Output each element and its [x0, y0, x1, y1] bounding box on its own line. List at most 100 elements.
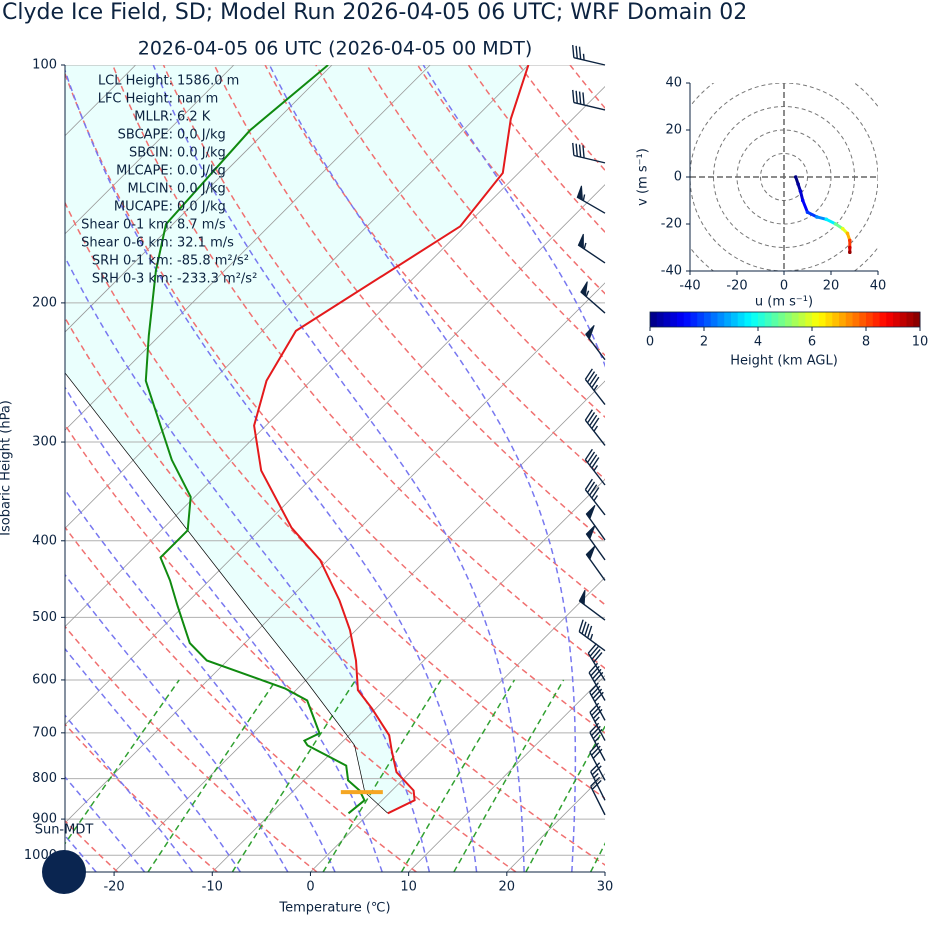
- colorbar-cell: [832, 312, 840, 327]
- isotherm: [65, 65, 431, 431]
- wind-barb: [584, 448, 606, 486]
- hodograph-point: [815, 215, 819, 219]
- colorbar-cell: [818, 312, 826, 327]
- barb-staff: [584, 368, 606, 406]
- colorbar-cell: [886, 312, 894, 327]
- barb-staff: [572, 142, 606, 164]
- hodograph-y-tick-label: -20: [661, 217, 682, 232]
- wind-barb: [578, 589, 606, 621]
- hodograph-overlay: -40 -20 0 20 40 -40 -20 0 20 40 0 2 4 6 8 10: [646, 76, 928, 350]
- wind-barb: [584, 409, 606, 446]
- y-tick-label: 500: [32, 610, 57, 625]
- dry-adiabat: [162, 65, 605, 606]
- y-tick-label: 100: [32, 58, 57, 73]
- x-tick-label: 20: [499, 880, 516, 895]
- barb-pennant: [585, 545, 596, 561]
- dewpoint-line: [144, 65, 366, 815]
- mixing-ratio-line: [400, 679, 516, 872]
- isotherm: [65, 65, 235, 235]
- stat-label: SRH 0-3 km:: [92, 272, 173, 287]
- colorbar-cell: [710, 312, 718, 327]
- temperature-line: [253, 65, 530, 815]
- isotherm: [408, 675, 605, 872]
- barb-staff: [572, 45, 606, 66]
- y-tick-label: 800: [32, 771, 57, 786]
- barb-staff: [590, 762, 606, 801]
- wind-barb: [572, 89, 606, 111]
- hodograph-point: [848, 250, 852, 254]
- barb-staff: [584, 448, 606, 486]
- barb-staff: [584, 409, 606, 446]
- stat-value: nan m: [177, 92, 218, 107]
- dry-adiabat: [213, 65, 605, 543]
- isotherm: [604, 871, 605, 872]
- colorbar-cell: [751, 312, 759, 327]
- wind-barb: [589, 742, 606, 781]
- colorbar-cell: [839, 312, 847, 327]
- stat-value: -233.3 m²/s²: [177, 272, 257, 287]
- colorbar-cell: [805, 312, 813, 327]
- dry-adiabat: [569, 65, 605, 110]
- wind-barb: [590, 762, 606, 801]
- colorbar-cell: [791, 312, 799, 327]
- wind-barb: [590, 776, 606, 816]
- barb-staff: [589, 742, 606, 781]
- colorbar-cell: [683, 312, 691, 327]
- colorbar-cell: [866, 312, 874, 327]
- dry-adiabat: [773, 65, 928, 872]
- barb-staff: [589, 722, 606, 761]
- wind-barb: [584, 368, 606, 406]
- hodograph-point: [848, 245, 852, 250]
- colorbar-tick-label: 2: [700, 335, 708, 350]
- moist-adiabat: [65, 488, 336, 872]
- moist-adiabat: [65, 573, 289, 872]
- skewt-plot-area: [65, 65, 928, 872]
- colorbar-cell: [798, 312, 806, 327]
- hodograph-point: [848, 238, 852, 243]
- mixing-ratio-line: [589, 842, 605, 872]
- y-tick-label: 400: [32, 533, 57, 548]
- isotherm: [506, 773, 605, 872]
- dry-adiabat: [824, 65, 928, 872]
- barb-staff: [589, 702, 606, 741]
- isotherm: [65, 85, 605, 628]
- stat-label: MLLR:: [134, 110, 173, 125]
- isotherm: [310, 576, 605, 872]
- colorbar-tick-label: 8: [862, 335, 870, 350]
- stat-label: LFC Height:: [98, 92, 173, 107]
- isotherm: [211, 478, 605, 872]
- colorbar-cell: [906, 312, 914, 327]
- stat-value: 0.0 J/kg: [177, 164, 226, 179]
- wind-barb: [585, 504, 606, 541]
- parcel-area: [65, 65, 529, 814]
- wind-barb: [588, 662, 606, 701]
- barb-pennant: [580, 281, 588, 297]
- sun-label: Sun-MDT: [35, 823, 94, 838]
- moist-adiabat: [65, 68, 478, 872]
- stat-value: 8.7 m/s: [177, 218, 226, 233]
- wind-barb: [577, 233, 606, 264]
- hodograph-segment: [801, 199, 809, 214]
- barb-staff: [590, 776, 606, 816]
- hodograph-point: [833, 222, 838, 226]
- y-tick-label: 200: [32, 295, 57, 310]
- colorbar-cell: [771, 312, 779, 327]
- x-tick-label: 10: [400, 880, 417, 895]
- dry-adiabat: [518, 65, 605, 172]
- colorbar-cell: [650, 312, 658, 327]
- colorbar-frame: [649, 311, 921, 328]
- y-axis-title: Isobaric Height (hPa): [0, 400, 14, 536]
- stat-value: 0.0 J/kg: [177, 128, 226, 143]
- colorbar-cell: [913, 312, 921, 327]
- colorbar-cell: [899, 312, 907, 327]
- wind-barb: [572, 142, 606, 164]
- y-tick-label: 300: [32, 435, 57, 450]
- page-title: Clyde Ice Field, SD; Model Run 2026-04-0…: [2, 0, 747, 25]
- colorbar-cell: [859, 312, 867, 327]
- moist-adiabat: [65, 386, 383, 872]
- mixing-ratio-line: [147, 679, 277, 872]
- colorbar-cell: [717, 312, 725, 327]
- dry-adiabat: [723, 65, 928, 872]
- sun-indicator: [42, 850, 86, 894]
- barb-pennant: [585, 504, 596, 520]
